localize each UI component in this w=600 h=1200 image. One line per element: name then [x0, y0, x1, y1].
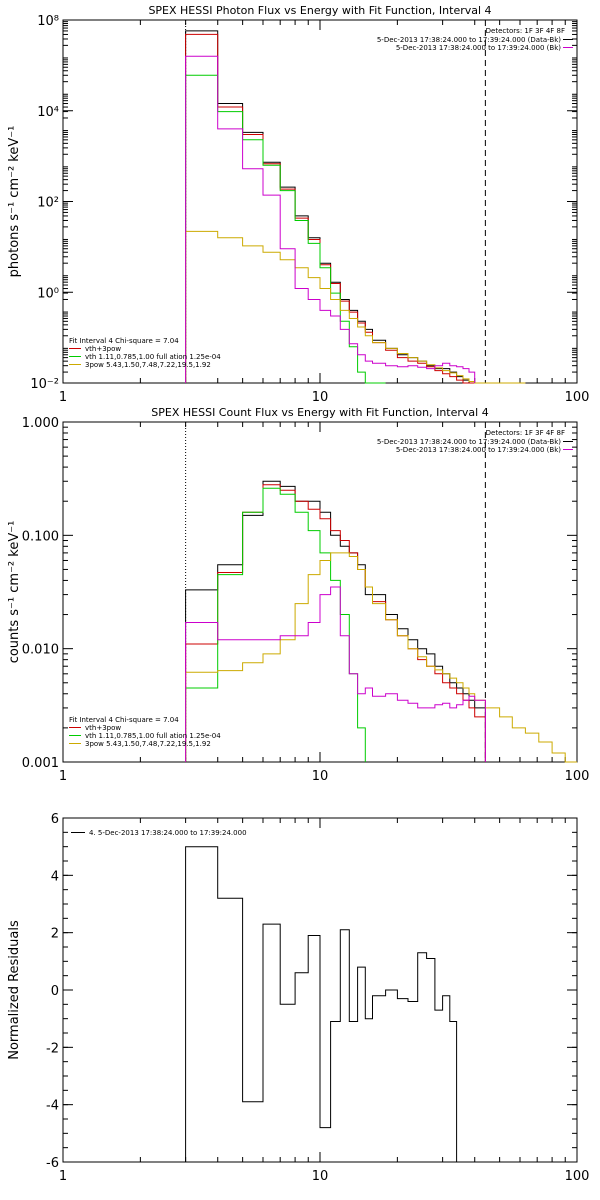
legend-header: Fit Interval 4 Chi-square = 7.04	[69, 716, 179, 724]
y-tick-label: 0.100	[22, 529, 59, 544]
series-4-5-dec-2013-17-38-24-000-to-17-39-24-000	[185, 846, 458, 1162]
legend-header: Detectors: 1F 3F 4F 8F	[486, 27, 565, 35]
x-ticks: 1 10 100	[59, 20, 590, 405]
legend-left: Fit Interval 4 Chi-square = 7.04vth+3pow…	[69, 337, 221, 369]
y-ticks: 1.000 0.100 0.010 0.001	[22, 416, 577, 771]
y-tick-label: 6	[51, 812, 59, 827]
x-tick-label: 100	[565, 390, 590, 405]
y-ticks: 6 4 2 0 -2 -4 -6	[46, 812, 577, 1171]
legend-entry-label: 3pow 5.43,1.50,7.48,7.22,19.5,1.92	[85, 740, 211, 748]
x-tick-label: 10	[312, 769, 329, 784]
panel-2: SPEX HESSI Count Flux vs Energy with Fit…	[7, 406, 589, 784]
y-tick-label: -2	[46, 1041, 59, 1056]
y-tick-label: 0	[51, 984, 59, 999]
y-ticks: 10⁸ 10⁴ 10² 10⁰ 10⁻²	[30, 14, 577, 392]
x-tick-label: 1	[59, 769, 67, 784]
legend-right: Detectors: 1F 3F 4F 8F5-Dec-2013 17:38:2…	[377, 27, 573, 52]
y-axis-label: counts s⁻¹ cm⁻² keV⁻¹	[7, 521, 22, 664]
x-ticks: 1 10 100	[59, 422, 590, 784]
series-data-bk	[185, 480, 486, 762]
y-tick-label: 10²	[37, 196, 59, 211]
series-data-bk	[185, 30, 470, 383]
plot-frame	[62, 19, 578, 384]
x-ticks: 1 10 100	[59, 818, 590, 1184]
x-tick-label: 10	[312, 390, 329, 405]
y-tick-label: 0.010	[22, 643, 59, 658]
legend-entry-label: vth 1.11,0.785,1.00 full ation 1.25e-04	[85, 732, 221, 740]
legend-entry-label: 5-Dec-2013 17:38:24.000 to 17:39:24.000 …	[377, 36, 561, 44]
y-tick-label: 10⁰	[37, 286, 59, 301]
legend-right: Detectors: 1F 3F 4F 8F5-Dec-2013 17:38:2…	[377, 429, 573, 454]
chart-title: SPEX HESSI Count Flux vs Energy with Fit…	[151, 406, 488, 419]
series-3pow	[185, 552, 577, 763]
series-bk	[185, 55, 476, 383]
series-vth-3pow	[185, 484, 486, 762]
series-3pow	[185, 230, 526, 384]
y-tick-label: 10⁸	[37, 14, 59, 29]
panel-3: Normalized Residuals 1 10 100 6 4 2 0 -2 -4 -6 4. 5…	[7, 812, 589, 1184]
y-axis-label: Normalized Residuals	[7, 920, 22, 1060]
x-tick-label: 1	[59, 1169, 67, 1184]
x-tick-label: 1	[59, 390, 67, 405]
legend-entry-label: 5-Dec-2013 17:38:24.000 to 17:39:24.000 …	[396, 44, 561, 52]
legend-entry-label: 5-Dec-2013 17:38:24.000 to 17:39:24.000 …	[377, 438, 561, 446]
legend-header: Detectors: 1F 3F 4F 8F	[486, 429, 565, 437]
legend-entry-label: 5-Dec-2013 17:38:24.000 to 17:39:24.000 …	[396, 446, 561, 454]
legend-entry-label: 4. 5-Dec-2013 17:38:24.000 to 17:39:24.0…	[89, 829, 247, 837]
legend-entry-label: vth 1.11,0.785,1.00 full ation 1.25e-04	[85, 353, 221, 361]
series-vth	[185, 74, 386, 384]
y-tick-label: 2	[51, 927, 59, 942]
x-tick-label: 100	[565, 1169, 590, 1184]
y-tick-label: 0.001	[22, 756, 59, 771]
y-tick-label: 10⁻²	[30, 377, 59, 392]
y-tick-label: -4	[46, 1099, 59, 1114]
series-vth	[185, 487, 366, 762]
y-tick-label: 10⁴	[37, 105, 59, 120]
y-axis-label: photons s⁻¹ cm⁻² keV⁻¹	[7, 126, 22, 278]
y-tick-label: -6	[46, 1156, 59, 1171]
legend-entry-label: vth+3pow	[85, 345, 121, 353]
series-bk	[185, 586, 486, 762]
legend-entry-label: vth+3pow	[85, 724, 121, 732]
legend: 4. 5-Dec-2013 17:38:24.000 to 17:39:24.0…	[71, 829, 247, 837]
x-tick-label: 100	[565, 769, 590, 784]
panel-1: SPEX HESSI Photon Flux vs Energy with Fi…	[7, 4, 589, 405]
y-tick-label: 4	[51, 869, 59, 884]
legend-header: Fit Interval 4 Chi-square = 7.04	[69, 337, 179, 345]
x-tick-label: 10	[312, 1169, 329, 1184]
chart-title: SPEX HESSI Photon Flux vs Energy with Fi…	[148, 4, 491, 17]
series-vth-3pow	[185, 33, 526, 384]
legend-left: Fit Interval 4 Chi-square = 7.04vth+3pow…	[69, 716, 221, 748]
legend-entry-label: 3pow 5.43,1.50,7.48,7.22,19.5,1.92	[85, 361, 211, 369]
y-tick-label: 1.000	[22, 416, 59, 431]
